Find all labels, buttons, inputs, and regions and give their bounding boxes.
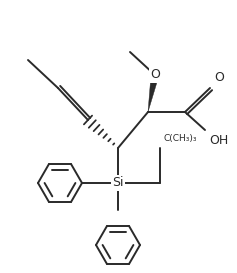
Text: Si: Si [112,177,124,189]
Text: O: O [214,71,224,84]
Text: OH: OH [209,134,228,147]
Text: C(CH₃)₃: C(CH₃)₃ [164,134,197,143]
Text: O: O [150,69,160,82]
Polygon shape [148,74,159,112]
